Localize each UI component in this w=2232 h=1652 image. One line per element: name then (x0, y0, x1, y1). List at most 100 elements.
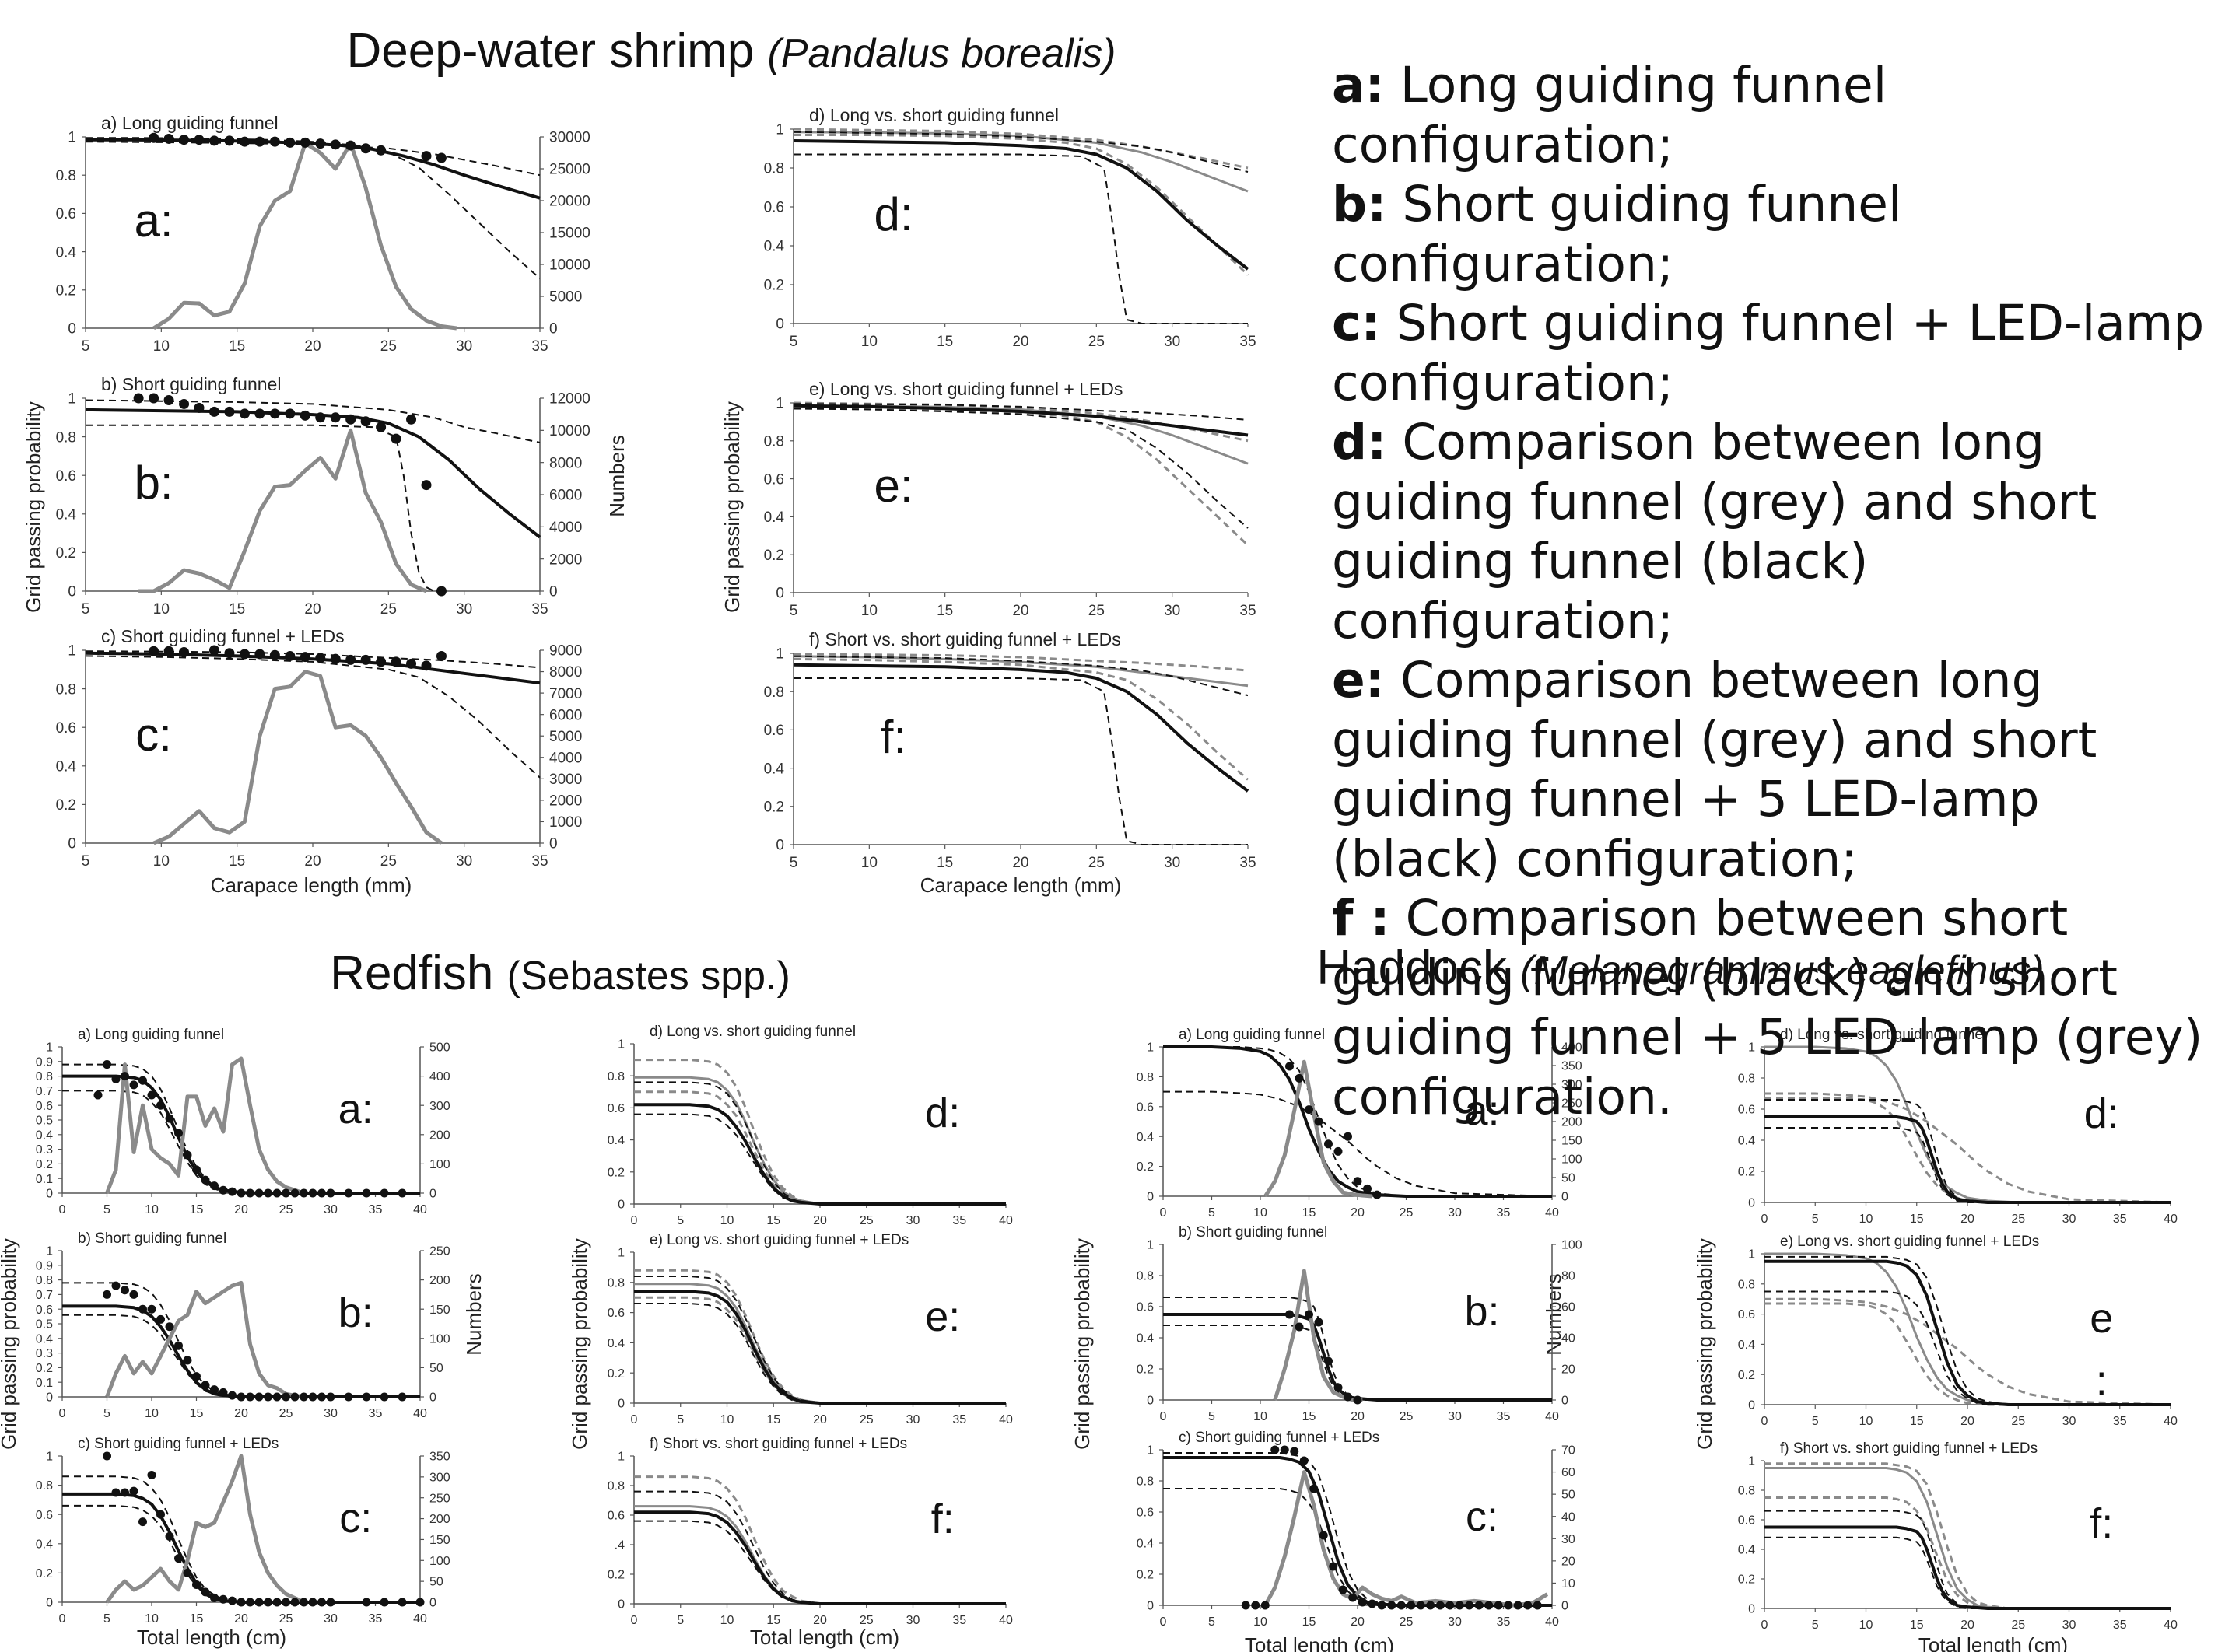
x-tick-label: 10 (145, 1407, 159, 1420)
y-tick-label: 0.4 (608, 1337, 625, 1350)
data-point (421, 151, 432, 162)
x-tick-label: 5 (790, 603, 798, 619)
series-line-2 (62, 1314, 420, 1398)
data-point (1344, 1132, 1352, 1141)
data-point (129, 1080, 138, 1090)
data-point (398, 1598, 407, 1607)
y-tick-label: 0.2 (1738, 1369, 1755, 1382)
y-tick-label: 0.4 (56, 758, 77, 775)
y2-tick-label: 20000 (549, 194, 590, 210)
data-point (315, 138, 326, 149)
data-point (1314, 1318, 1323, 1327)
y2-tick-label: 7000 (549, 686, 582, 702)
series-line-2 (85, 141, 541, 177)
legend-item-e: e: Comparison between long guiding funne… (1332, 651, 2219, 889)
x-tick-label: 40 (413, 1407, 427, 1420)
x-tick-label: 5 (103, 1203, 110, 1216)
x-tick-label: 25 (380, 601, 397, 618)
y2-tick-label: 50 (1561, 1172, 1575, 1185)
data-point (1305, 1105, 1313, 1115)
data-point (93, 1090, 103, 1100)
data-point (219, 1185, 228, 1195)
y-tick-label: 0 (618, 1398, 625, 1411)
y-tick-label: 1 (618, 1451, 625, 1464)
data-point (1295, 1322, 1304, 1332)
data-point (398, 1392, 407, 1402)
data-point (1260, 1601, 1270, 1610)
x-tick-label: 35 (952, 1614, 966, 1627)
series-line-5 (1764, 1536, 2171, 1609)
x-tick-label: 25 (380, 853, 397, 870)
x-tick-label: 20 (304, 853, 321, 870)
y-tick-label: 0.4 (608, 1134, 625, 1147)
y-tick-label: 0.2 (36, 1158, 53, 1171)
y-tick-label: 0.7 (36, 1085, 53, 1098)
data-point (272, 1392, 282, 1402)
chart-panel-R-e: e) Long vs. short guiding funnel + LEDs 0… (608, 1232, 1013, 1426)
x-tick-label: 10 (1253, 1410, 1267, 1423)
data-point (300, 137, 310, 148)
panel-letter: b: (135, 457, 173, 509)
data-point (344, 1188, 353, 1198)
x-tick-label: 15 (1910, 1619, 1924, 1632)
x-tick-label: 10 (861, 603, 878, 619)
legend-key-b: b: (1332, 176, 1387, 233)
data-point (290, 1598, 300, 1607)
x-tick-label: 20 (304, 601, 321, 618)
x-tick-label: 20 (1012, 334, 1028, 350)
y-tick-label: 0.2 (1137, 1363, 1154, 1377)
data-point (165, 1114, 174, 1123)
data-point (345, 140, 356, 151)
panel-letter: e: (874, 460, 913, 512)
y2-tick-label: 0 (549, 836, 558, 852)
y-tick-label: 0.2 (56, 797, 76, 814)
y-tick-label: 0.8 (1738, 1485, 1755, 1498)
data-point (376, 656, 387, 667)
y-tick-label: 0 (1748, 1603, 1755, 1616)
data-point (228, 1187, 237, 1196)
y2-tick-label: 50 (429, 1362, 443, 1375)
y-tick-label: 0.8 (764, 433, 784, 450)
y-tick-label: 0.6 (36, 1304, 53, 1317)
x-tick-label: 5 (1208, 1615, 1215, 1629)
data-point (179, 135, 190, 145)
x-tick-label: 30 (1164, 603, 1180, 619)
y-tick-label: 1 (46, 1245, 53, 1258)
data-point (163, 133, 174, 144)
data-point (300, 410, 310, 421)
redfish-title-species: (Sebastes spp.) (507, 954, 790, 999)
data-point (1299, 1456, 1309, 1465)
data-point (103, 1451, 111, 1461)
y2-tick-label: 5000 (549, 729, 582, 745)
data-point (210, 1181, 219, 1191)
y-tick-label: 0.4 (36, 1332, 53, 1346)
y2-tick-label: 100 (429, 1158, 450, 1171)
x-tick-label: 15 (766, 1413, 780, 1426)
x-tick-label: 20 (1960, 1619, 1974, 1632)
x-tick-label: 20 (234, 1612, 248, 1626)
x-tick-label: 35 (952, 1214, 966, 1227)
data-point (315, 653, 326, 663)
y-tick-label: 0.6 (1137, 1101, 1154, 1114)
x-tick-label: 40 (413, 1203, 427, 1216)
data-point (1445, 1601, 1455, 1610)
x-tick-label: 0 (1160, 1410, 1167, 1423)
length-distribution-line (105, 1280, 304, 1399)
data-point (300, 1188, 308, 1198)
x-tick-label: 10 (145, 1203, 159, 1216)
y2-tick-label: 350 (1561, 1060, 1582, 1073)
data-point (398, 1188, 407, 1198)
data-point (228, 1391, 237, 1400)
haddock-x-label-right: Total length (cm) (1918, 1633, 2068, 1652)
data-point (133, 393, 144, 404)
series-line-1 (1764, 1092, 2171, 1204)
y2-tick-label: 10000 (549, 423, 590, 439)
data-point (421, 660, 432, 671)
x-tick-label: 25 (2011, 1213, 2025, 1226)
y2-tick-label: 0 (429, 1391, 436, 1405)
x-tick-label: 35 (531, 853, 548, 870)
series-line-2 (794, 134, 1249, 276)
